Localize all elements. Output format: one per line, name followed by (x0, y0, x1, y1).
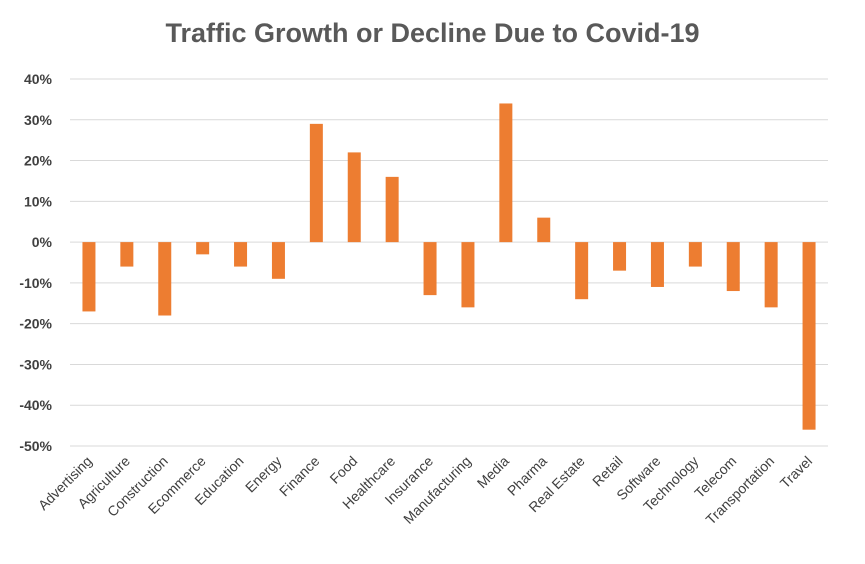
bar-pharma (537, 217, 551, 243)
bar-construction (158, 242, 172, 316)
bar-advertising (82, 242, 96, 312)
y-tick-label: -40% (19, 397, 52, 413)
bar-technology (688, 242, 702, 267)
y-tick-label: 40% (24, 71, 53, 87)
bar-media (499, 103, 513, 243)
y-tick-label: 10% (24, 193, 53, 209)
bar-real-estate (575, 242, 589, 300)
y-tick-label: -20% (19, 316, 52, 332)
bar-energy (271, 242, 285, 279)
bar-software (650, 242, 664, 287)
y-tick-label: -30% (19, 356, 52, 372)
x-axis-tick-labels: AdvertisingAgricultureConstructionEcomme… (35, 453, 815, 528)
bar-finance (309, 123, 323, 243)
bar-healthcare (385, 176, 399, 243)
bar-ecommerce (196, 242, 210, 255)
y-tick-label: -10% (19, 275, 52, 291)
bar-travel (802, 242, 816, 430)
bar-telecom (726, 242, 740, 292)
bar-education (234, 242, 248, 267)
bar-food (347, 152, 361, 243)
bar-transportation (764, 242, 778, 308)
y-tick-label: -50% (19, 438, 52, 454)
gridlines (70, 78, 828, 447)
bar-agriculture (120, 242, 134, 267)
y-tick-label: 30% (24, 112, 53, 128)
chart-title: Traffic Growth or Decline Due to Covid-1… (165, 18, 700, 48)
bars (82, 103, 816, 430)
y-tick-label: 20% (24, 153, 53, 169)
bar-insurance (423, 242, 437, 296)
bar-manufacturing (461, 242, 475, 308)
x-tick-label: Manufacturing (400, 453, 474, 527)
bar-retail (613, 242, 627, 271)
y-tick-label: 0% (32, 234, 53, 250)
x-tick-label: Travel (777, 453, 815, 491)
x-tick-label: Food (326, 453, 360, 487)
x-tick-label: Transportation (702, 453, 777, 528)
y-axis-tick-labels: 40% 30% 20% 10% 0% -10% -20% -30% -40% -50% (19, 71, 52, 454)
x-tick-label: Finance (276, 453, 323, 500)
